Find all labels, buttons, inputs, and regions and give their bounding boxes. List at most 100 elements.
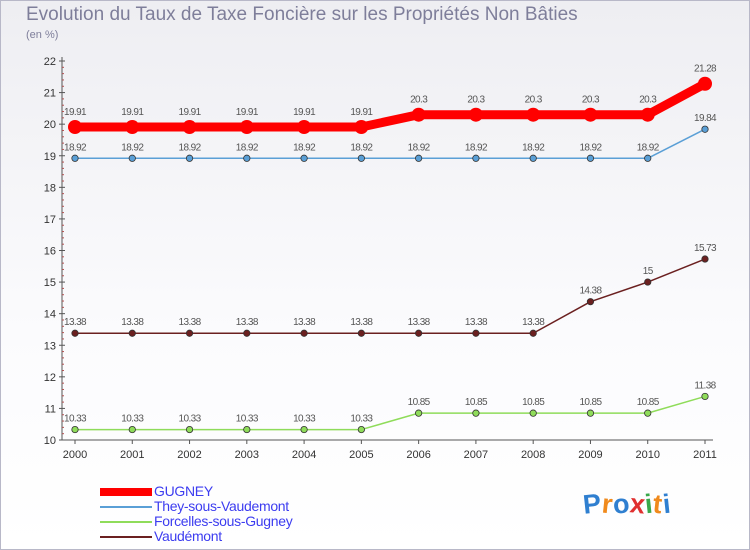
x-tick-label: 2008 <box>521 449 545 461</box>
legend-swatch <box>100 506 152 508</box>
legend-label: Vaudémont <box>154 528 222 544</box>
data-label: 18.92 <box>179 142 202 153</box>
x-tick-label: 2011 <box>693 449 717 461</box>
data-label: 20.3 <box>467 95 485 106</box>
data-point <box>357 425 365 434</box>
axes: 10 11 12 13 14 15 16 17 18 19 20 21 22 2000 2001 2002 20… <box>44 56 717 461</box>
data-label: 20.3 <box>639 95 657 106</box>
y-tick-label: 10 <box>44 435 56 447</box>
y-tick-label: 13 <box>44 340 56 352</box>
series-vaud-mont: 13.38 13.38 13.38 13.38 13.38 13.38 13.38 13.38… <box>64 243 718 337</box>
y-tick-label: 19 <box>44 151 56 163</box>
data-label: 20.3 <box>582 95 600 106</box>
data-label: 15.73 <box>694 243 717 254</box>
chart-title: Evolution du Taux de Taxe Foncière sur l… <box>26 4 578 25</box>
data-point <box>357 154 365 162</box>
data-point <box>128 154 136 162</box>
data-label: 10.33 <box>64 414 87 425</box>
data-point <box>468 107 483 122</box>
logo-letter: i <box>660 488 673 520</box>
data-point <box>644 154 652 162</box>
series-forcelles-sous-gugney: 10.33 10.33 10.33 10.33 10.33 10.33 10.85 10.85… <box>64 380 717 434</box>
data-point <box>411 107 426 122</box>
data-label: 18.92 <box>579 142 602 153</box>
data-point <box>297 120 312 135</box>
y-tick-label: 17 <box>44 214 56 226</box>
data-point <box>698 76 712 91</box>
data-label: 19.91 <box>121 107 144 118</box>
data-label: 18.92 <box>637 142 660 153</box>
data-point <box>128 329 136 337</box>
y-tick-label: 14 <box>44 309 56 321</box>
x-tick-label: 2007 <box>464 449 488 461</box>
data-point <box>586 154 595 162</box>
proxiti-logo: Proxiti <box>581 488 673 520</box>
data-point <box>644 409 652 417</box>
legend-label: They-sous-Vaudemont <box>154 498 289 514</box>
data-point <box>185 329 194 337</box>
data-point <box>640 107 655 122</box>
data-point <box>701 255 709 263</box>
data-point <box>415 409 423 417</box>
data-label: 13.38 <box>522 317 545 328</box>
data-label: 13.38 <box>121 317 144 328</box>
data-label: 10.85 <box>408 397 431 408</box>
legend-label: GUGNEY <box>154 483 213 499</box>
legend-swatch <box>100 521 152 523</box>
series-line <box>74 395 706 431</box>
data-point <box>701 125 709 133</box>
data-point <box>71 154 79 162</box>
data-point <box>357 329 365 337</box>
data-label: 18.92 <box>64 142 87 153</box>
data-label: 21.28 <box>694 64 717 75</box>
y-axis-unit: (en %) <box>26 29 59 41</box>
data-label: 13.38 <box>64 317 87 328</box>
data-point <box>586 298 595 306</box>
data-label: 10.33 <box>121 414 144 425</box>
data-point <box>239 120 254 135</box>
series-layer: 10.33 10.33 10.33 10.33 10.33 10.33 10.85 10.85… <box>64 64 718 434</box>
y-tick-label: 15 <box>44 277 56 289</box>
data-label: 20.3 <box>525 95 543 106</box>
legend-swatch <box>100 536 152 538</box>
data-point <box>185 425 194 434</box>
y-tick-label: 21 <box>44 88 56 100</box>
data-label: 19.91 <box>293 107 316 118</box>
data-label: 10.33 <box>236 414 259 425</box>
data-label: 18.92 <box>293 142 316 153</box>
data-point <box>415 154 423 162</box>
x-tick-label: 2000 <box>63 449 87 461</box>
data-label: 13.38 <box>293 317 316 328</box>
series-line <box>74 128 706 160</box>
data-point <box>185 154 194 162</box>
y-tick-label: 11 <box>45 403 56 415</box>
y-tick-label: 22 <box>44 56 56 68</box>
data-point <box>300 329 308 337</box>
y-tick-label: 12 <box>44 372 56 384</box>
data-point <box>472 329 480 337</box>
data-label: 10.85 <box>465 397 488 408</box>
data-point <box>71 329 79 337</box>
data-point <box>583 107 598 122</box>
data-point <box>586 409 595 417</box>
data-label: 18.92 <box>350 142 373 153</box>
data-point <box>128 425 136 434</box>
data-point <box>354 120 369 135</box>
data-label: 19.91 <box>350 107 373 118</box>
data-point <box>300 154 308 162</box>
data-label: 10.33 <box>293 414 316 425</box>
data-label: 14.38 <box>579 286 602 297</box>
data-label: 13.38 <box>179 317 202 328</box>
data-label: 10.33 <box>350 414 373 425</box>
legend-swatch <box>100 488 152 496</box>
data-label: 18.92 <box>121 142 144 153</box>
data-label: 13.38 <box>408 317 431 328</box>
data-point <box>701 392 709 401</box>
data-label: 10.85 <box>637 397 660 408</box>
y-tick-label: 20 <box>44 119 56 131</box>
legend-label: Forcelles-sous-Gugney <box>154 513 293 529</box>
data-label: 20.3 <box>410 95 428 106</box>
x-tick-label: 2003 <box>235 449 259 461</box>
data-label: 19.91 <box>236 107 259 118</box>
